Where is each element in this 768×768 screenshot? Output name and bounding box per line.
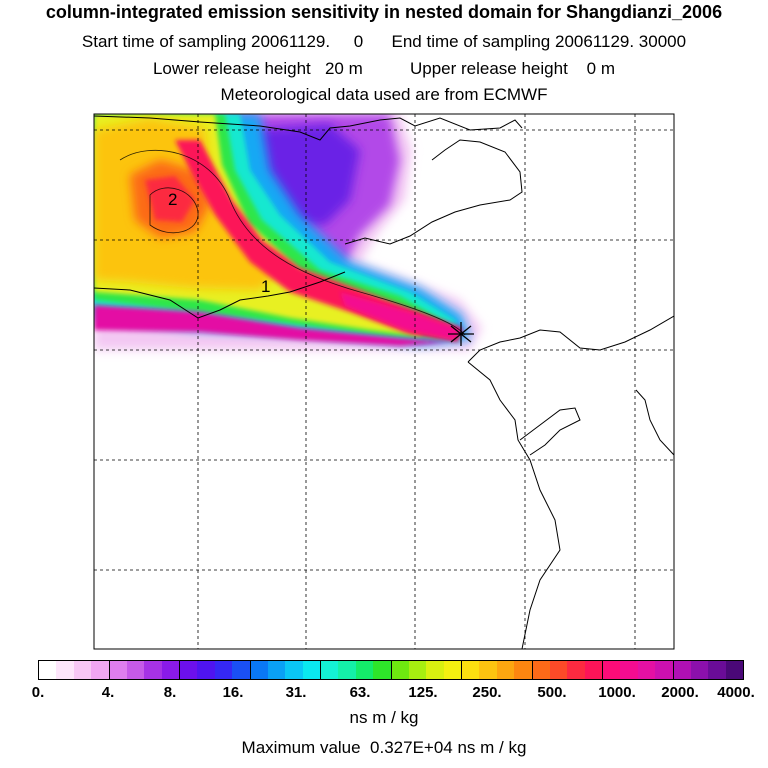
colorbar-swatch: [708, 661, 726, 679]
colorbar-swatch: [549, 661, 568, 679]
colorbar-swatch: [355, 661, 374, 679]
colorbar: [38, 660, 744, 680]
sensitivity-field: [94, 114, 482, 350]
colorbar-swatch: [285, 661, 303, 679]
colorbar-tick: 125.: [408, 684, 438, 701]
colorbar-swatch: [161, 661, 180, 679]
colorbar-swatch: [637, 661, 656, 679]
colorbar-swatch: [267, 661, 286, 679]
colorbar-swatch: [725, 661, 743, 679]
colorbar-swatch: [214, 661, 233, 679]
colorbar-swatch: [673, 661, 691, 679]
colorbar-swatch: [39, 661, 57, 679]
colorbar-tick: 500.: [537, 684, 567, 701]
colorbar-swatch: [426, 661, 444, 679]
colorbar-swatch: [479, 661, 497, 679]
colorbar-tick: 31.: [285, 684, 307, 701]
plot-title: column-integrated emission sensitivity i…: [45, 2, 723, 22]
colorbar-swatch: [109, 661, 127, 679]
colorbar-swatch: [321, 661, 339, 679]
contour-label-2: 2: [168, 190, 177, 209]
sampling-time-line: Start time of sampling 20061129. 0 End t…: [81, 32, 687, 51]
release-height-line: Lower release height 20 m Upper release …: [152, 59, 616, 78]
colorbar-swatch: [91, 661, 110, 679]
colorbar-swatch: [232, 661, 251, 679]
colorbar-tick: 0.: [31, 684, 45, 701]
colorbar-swatch: [126, 661, 145, 679]
colorbar-tick: 16.: [222, 684, 244, 701]
coastlines: [94, 115, 674, 649]
map-frame: [93, 113, 675, 650]
colorbar-tick: 2000.: [661, 684, 699, 701]
colorbar-tick: 4000.: [717, 684, 755, 701]
colorbar-tick: 8.: [163, 684, 177, 701]
contour-lines: [119, 149, 466, 336]
colorbar-swatch: [567, 661, 585, 679]
colorbar-swatch: [338, 661, 356, 679]
met-data-line: Meteorological data used are from ECMWF: [220, 85, 548, 104]
colorbar-tick: 1000.: [598, 684, 636, 701]
colorbar-swatch: [443, 661, 462, 679]
colorbar-swatch: [655, 661, 674, 679]
lat-lon-grid: [94, 114, 674, 649]
colorbar-swatch: [514, 661, 533, 679]
colorbar-swatch: [620, 661, 638, 679]
colorbar-swatch: [197, 661, 215, 679]
colorbar-swatch: [180, 661, 198, 679]
colorbar-swatch: [391, 661, 409, 679]
colorbar-tick: 63.: [349, 684, 371, 701]
colorbar-swatch: [462, 661, 480, 679]
colorbar-tick: 250.: [472, 684, 502, 701]
colorbar-swatch: [690, 661, 709, 679]
colorbar-swatch: [408, 661, 427, 679]
receptor-marker-icon: [448, 322, 474, 346]
maximum-value: Maximum value 0.327E+04 ns m / kg: [241, 738, 527, 757]
colorbar-swatch: [496, 661, 515, 679]
contour-label-1: 1: [261, 277, 270, 296]
colorbar-swatch: [603, 661, 621, 679]
colorbar-swatch: [73, 661, 92, 679]
colorbar-swatch: [584, 661, 603, 679]
colorbar-tick: 4.: [101, 684, 115, 701]
colorbar-swatch: [302, 661, 321, 679]
colorbar-swatch: [373, 661, 392, 679]
colorbar-unit: ns m / kg: [349, 708, 419, 727]
colorbar-swatch: [532, 661, 550, 679]
colorbar-swatch: [250, 661, 268, 679]
colorbar-swatch: [144, 661, 162, 679]
colorbar-swatch: [56, 661, 74, 679]
